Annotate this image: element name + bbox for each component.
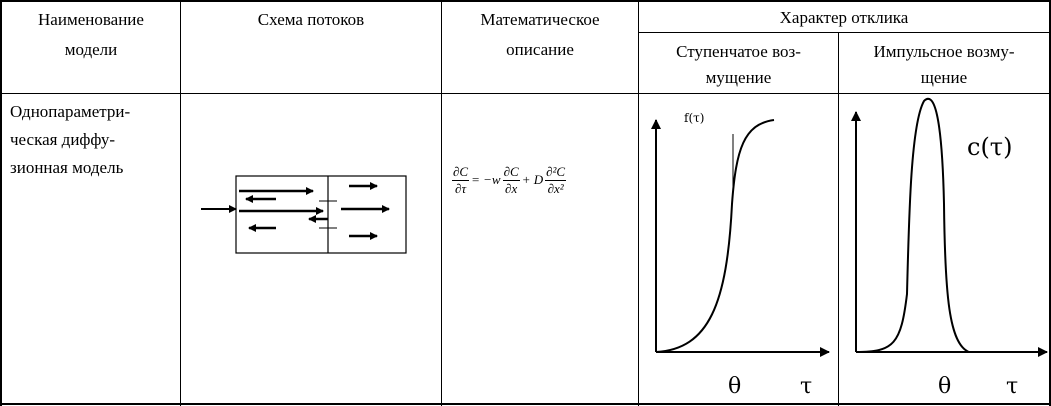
fraction-term2: ∂²C ∂x² bbox=[545, 163, 567, 197]
fraction-denominator: ∂x² bbox=[547, 180, 564, 196]
header-impulse-disturbance-line1: Импульсное возму- bbox=[873, 42, 1015, 61]
header-response-character: Характер отклика bbox=[779, 8, 909, 27]
header-step-disturbance-line1: Ступенчатое воз- bbox=[676, 42, 801, 61]
fraction-numerator: ∂²C bbox=[545, 163, 567, 181]
col-divider-1 bbox=[180, 0, 181, 406]
col-divider-2 bbox=[441, 0, 442, 406]
step-response-graph bbox=[651, 119, 830, 357]
impulse-graph-theta-label: θ bbox=[938, 374, 952, 399]
diffusion-equation: ∂C ∂τ = −w ∂C ∂x + D ∂²C ∂x² bbox=[452, 150, 567, 210]
step-response-curve bbox=[655, 119, 775, 353]
impulse-response-curve bbox=[855, 97, 970, 353]
header-math-description-line2: описание bbox=[506, 40, 574, 59]
step-graph-y-label: f(τ) bbox=[684, 111, 705, 125]
table-top-border bbox=[0, 0, 1051, 2]
fraction-term1: ∂C ∂x bbox=[502, 163, 520, 197]
row-model-name-line2: ческая диффу- bbox=[10, 130, 116, 149]
apparatus-box bbox=[235, 175, 407, 254]
equation-equals-minus-w: = −w bbox=[471, 172, 501, 187]
flow-scheme-diagram bbox=[201, 175, 407, 254]
fraction-lhs: ∂C ∂τ bbox=[452, 163, 470, 197]
table-bottom-border bbox=[0, 403, 1051, 405]
impulse-response-graph bbox=[851, 97, 1048, 357]
table-right-border bbox=[1049, 0, 1051, 406]
row-model-name-line1: Однопараметри- bbox=[10, 102, 131, 121]
subheader-divider bbox=[638, 32, 1051, 33]
impulse-graph-tau-label: τ bbox=[1006, 374, 1019, 399]
row-model-name-line3: зионная модель bbox=[10, 158, 124, 177]
header-bottom-border bbox=[0, 93, 1051, 94]
fraction-denominator: ∂x bbox=[505, 180, 518, 196]
header-model-name-line1: Наименование bbox=[38, 10, 144, 29]
fraction-numerator: ∂C bbox=[502, 163, 520, 181]
header-math-description-line1: Математическое bbox=[480, 10, 600, 29]
table-left-border bbox=[0, 0, 2, 406]
step-graph-tau-label: τ bbox=[800, 374, 813, 399]
col-divider-3 bbox=[638, 0, 639, 406]
header-flow-scheme: Схема потоков bbox=[257, 10, 365, 29]
fraction-denominator: ∂τ bbox=[455, 180, 467, 196]
impulse-graph-y-label: c(τ) bbox=[967, 133, 1013, 161]
step-graph-theta-label: θ bbox=[728, 374, 742, 399]
fraction-numerator: ∂C bbox=[452, 163, 470, 181]
col-divider-4 bbox=[838, 32, 839, 406]
header-step-disturbance-line2: мущение bbox=[705, 68, 772, 87]
header-model-name-line2: модели bbox=[64, 40, 118, 59]
header-impulse-disturbance-line2: щение bbox=[920, 68, 968, 87]
equation-plus-d: + D bbox=[521, 172, 544, 187]
